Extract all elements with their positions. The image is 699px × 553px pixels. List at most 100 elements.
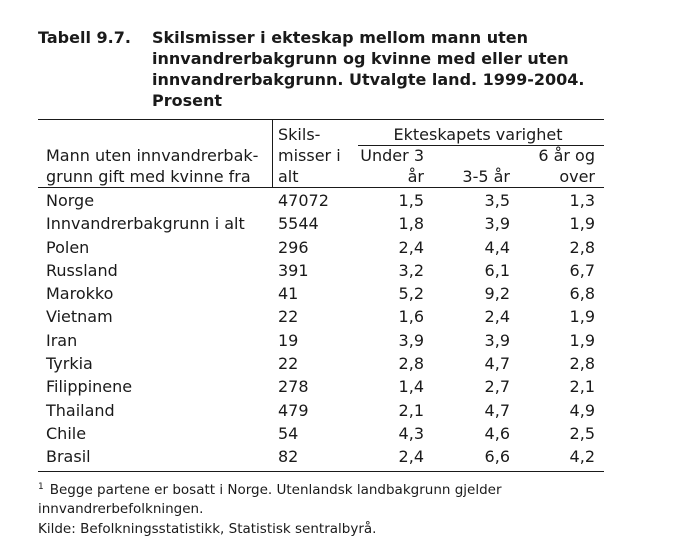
row-country-name: Norge xyxy=(46,191,95,210)
table-row: Filippinene 278 1,4 2,7 2,1 xyxy=(38,375,604,398)
table-caption: Skilsmisser i ekteskap mellom mann uten … xyxy=(152,27,652,111)
col3-header-line: 6 år og xyxy=(538,146,595,165)
table-row: Innvandrerbakgrunn i alt 5544 1,8 3,9 1,9 xyxy=(38,212,604,235)
row-total-count: 22 xyxy=(278,354,299,374)
row-country-name: Iran xyxy=(46,330,78,350)
row-total-count: 296 xyxy=(278,237,309,257)
row-3-5-years: 9,2 xyxy=(484,284,510,304)
row-6-years-over: 1,9 xyxy=(569,330,595,350)
row-3-5-years: 3,9 xyxy=(484,330,510,350)
col1-header: Under 3 år xyxy=(352,145,424,187)
row-total-count: 5544 xyxy=(278,214,319,234)
row-3-5-years: 4,4 xyxy=(484,237,510,257)
group-rule xyxy=(358,145,604,146)
table-row: Tyrkia 22 2,8 4,7 2,8 xyxy=(38,352,604,375)
row-under-3-years: 3,9 xyxy=(398,330,424,350)
row-under-3-years: 1,6 xyxy=(398,307,424,327)
row-3-5-years: 4,7 xyxy=(484,400,510,420)
row-country-name: Vietnam xyxy=(46,307,113,327)
row-under-3-years: 1,5 xyxy=(398,191,424,210)
footnote-line: innvandrerbefolkningen. xyxy=(38,501,204,517)
table-row: Marokko 41 5,2 9,2 6,8 xyxy=(38,282,604,305)
top-rule xyxy=(38,119,604,120)
row-6-years-over: 6,7 xyxy=(569,260,595,280)
source-line: Kilde: Befolkningsstatistikk, Statistisk… xyxy=(38,521,377,537)
count-header-line: misser i xyxy=(278,146,341,165)
row-total-count: 19 xyxy=(278,330,299,350)
row-total-count: 82 xyxy=(278,447,299,467)
stub-header-line: Mann uten innvandrerbak- xyxy=(46,146,259,165)
row-country-name: Russland xyxy=(46,260,118,280)
row-country-name: Tyrkia xyxy=(46,354,93,374)
header-rule xyxy=(38,187,604,188)
row-country-name: Thailand xyxy=(46,400,115,420)
row-under-3-years: 2,4 xyxy=(398,237,424,257)
row-6-years-over: 4,9 xyxy=(569,400,595,420)
row-under-3-years: 2,4 xyxy=(398,447,424,467)
col2-header-line: 3-5 år xyxy=(462,167,510,186)
row-under-3-years: 1,8 xyxy=(398,214,424,234)
row-total-count: 47072 xyxy=(278,191,329,210)
row-country-name: Chile xyxy=(46,423,87,443)
count-header-line: Skils- xyxy=(278,125,321,144)
row-total-count: 22 xyxy=(278,307,299,327)
footnote-marker: 1 xyxy=(38,482,44,492)
row-country-name: Innvandrerbakgrunn i alt xyxy=(46,214,245,234)
row-6-years-over: 2,5 xyxy=(569,423,595,443)
row-6-years-over: 2,1 xyxy=(569,377,595,397)
row-3-5-years: 6,6 xyxy=(484,447,510,467)
row-3-5-years: 2,7 xyxy=(484,377,510,397)
row-under-3-years: 2,8 xyxy=(398,354,424,374)
row-6-years-over: 1,9 xyxy=(569,307,595,327)
stub-header-line: grunn gift med kvinne fra xyxy=(46,167,251,186)
table-row: Norge 47072 1,5 3,5 1,3 xyxy=(38,189,604,212)
table-number: Tabell 9.7. xyxy=(38,28,131,47)
row-6-years-over: 4,2 xyxy=(569,447,595,467)
col3-header-line: over xyxy=(559,167,595,186)
table-row: Polen 296 2,4 4,4 2,8 xyxy=(38,236,604,259)
row-country-name: Marokko xyxy=(46,284,114,304)
row-under-3-years: 5,2 xyxy=(398,284,424,304)
table-row: Thailand 479 2,1 4,7 4,9 xyxy=(38,399,604,422)
row-country-name: Filippinene xyxy=(46,377,133,397)
col3-header: 6 år og over xyxy=(520,145,595,187)
row-3-5-years: 4,6 xyxy=(484,423,510,443)
row-under-3-years: 2,1 xyxy=(398,400,424,420)
caption-line: innvandrerbakgrunn og kvinne med eller u… xyxy=(152,49,569,68)
table-body: Norge 47072 1,5 3,5 1,3 Innvandrerbakgrunn i … xyxy=(38,189,604,469)
row-6-years-over: 1,9 xyxy=(569,214,595,234)
row-6-years-over: 6,8 xyxy=(569,284,595,304)
stub-header: Mann uten innvandrerbak- grunn gift med … xyxy=(46,145,258,187)
row-3-5-years: 3,9 xyxy=(484,214,510,234)
row-country-name: Polen xyxy=(46,237,90,257)
caption-line: Skilsmisser i ekteskap mellom mann uten xyxy=(152,28,529,47)
table-row: Russland 391 3,2 6,1 6,7 xyxy=(38,259,604,282)
group-header: Ekteskapets varighet xyxy=(393,125,563,144)
row-6-years-over: 1,3 xyxy=(569,191,595,210)
col1-header-line: Under 3 xyxy=(360,146,424,165)
table-row: Chile 54 4,3 4,6 2,5 xyxy=(38,422,604,445)
footnote-line: Begge partene er bosatt i Norge. Utenlan… xyxy=(49,482,502,498)
row-3-5-years: 3,5 xyxy=(484,191,510,210)
header-separator xyxy=(272,120,273,187)
row-country-name: Brasil xyxy=(46,447,91,467)
row-total-count: 278 xyxy=(278,377,309,397)
table-row: Brasil 82 2,4 6,6 4,2 xyxy=(38,445,604,468)
row-6-years-over: 2,8 xyxy=(569,237,595,257)
row-total-count: 391 xyxy=(278,260,309,280)
table-row: Iran 19 3,9 3,9 1,9 xyxy=(38,329,604,352)
col1-header-line: år xyxy=(407,167,424,186)
caption-line: Prosent xyxy=(152,91,223,110)
row-under-3-years: 4,3 xyxy=(398,423,424,443)
row-under-3-years: 1,4 xyxy=(398,377,424,397)
row-under-3-years: 3,2 xyxy=(398,260,424,280)
row-6-years-over: 2,8 xyxy=(569,354,595,374)
row-total-count: 41 xyxy=(278,284,299,304)
count-header-line: alt xyxy=(278,167,299,186)
row-total-count: 54 xyxy=(278,423,299,443)
row-3-5-years: 6,1 xyxy=(484,260,510,280)
row-total-count: 479 xyxy=(278,400,309,420)
col2-header: 3-5 år xyxy=(440,166,510,187)
count-header: Skils- misser i alt xyxy=(278,124,341,187)
footnote: 1 Begge partene er bosatt i Norge. Utenla… xyxy=(38,478,638,519)
